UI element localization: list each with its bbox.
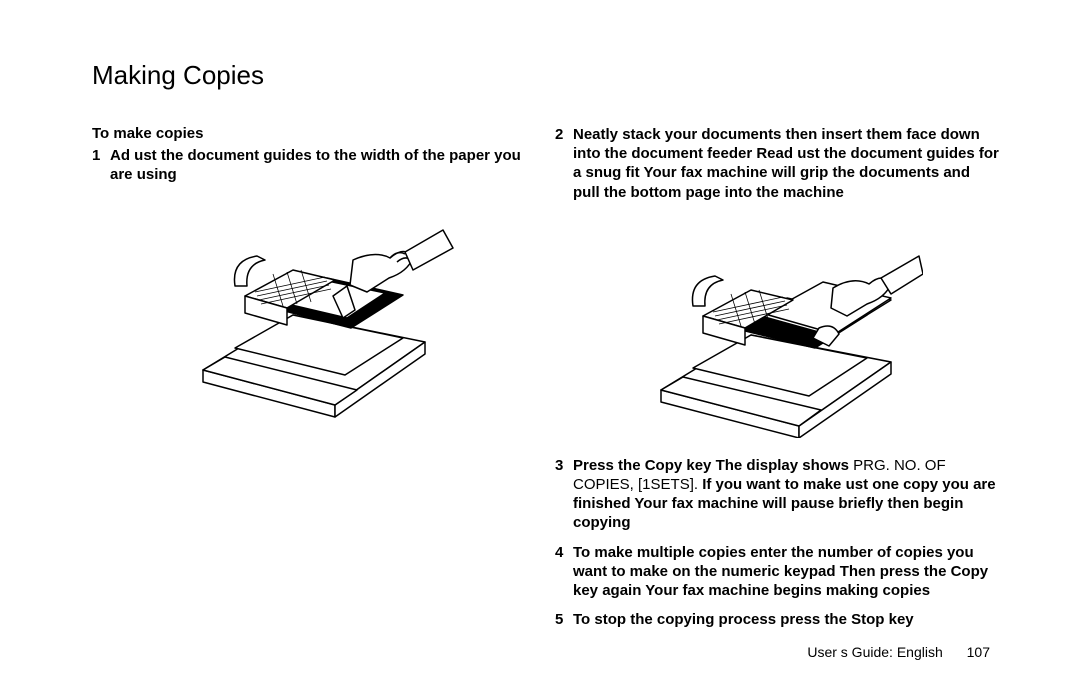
right-column: 2 Neatly stack your documents then inser… bbox=[555, 125, 1000, 639]
step-5: 5 To stop the copying process press the … bbox=[555, 610, 1000, 629]
step-number: 3 bbox=[555, 456, 567, 533]
step-text: To make multiple copies enter the number… bbox=[573, 543, 1000, 601]
step-text: Neatly stack your documents then insert … bbox=[573, 125, 1000, 202]
step-text: Press the Copy key The display shows PRG… bbox=[573, 456, 1000, 533]
page-number: 107 bbox=[967, 644, 990, 660]
step-text: Ad ust the document guides to the width … bbox=[110, 146, 537, 184]
step-4: 4 To make multiple copies enter the numb… bbox=[555, 543, 1000, 601]
left-column: To make copies 1 Ad ust the document gui… bbox=[92, 125, 537, 639]
page-title: Making Copies bbox=[92, 60, 1000, 91]
step-number: 4 bbox=[555, 543, 567, 601]
fax-machine-adjust-guides-illustration bbox=[175, 200, 455, 420]
step-1: 1 Ad ust the document guides to the widt… bbox=[92, 146, 537, 184]
step-3: 3 Press the Copy key The display shows P… bbox=[555, 456, 1000, 533]
two-column-layout: To make copies 1 Ad ust the document gui… bbox=[92, 125, 1000, 639]
step-text: To stop the copying process press the St… bbox=[573, 610, 1000, 629]
step-2: 2 Neatly stack your documents then inser… bbox=[555, 125, 1000, 202]
step-number: 5 bbox=[555, 610, 567, 629]
footer-guide-label: User s Guide: English bbox=[807, 644, 942, 660]
manual-page: Making Copies To make copies 1 Ad ust th… bbox=[0, 0, 1080, 698]
fax-machine-insert-documents-illustration bbox=[633, 218, 923, 438]
step-number: 2 bbox=[555, 125, 567, 202]
step-number: 1 bbox=[92, 146, 104, 184]
to-make-copies-heading: To make copies bbox=[92, 125, 537, 142]
step3-part-a: Press the Copy key The display shows bbox=[573, 457, 849, 474]
page-footer: User s Guide: English 107 bbox=[807, 644, 990, 660]
